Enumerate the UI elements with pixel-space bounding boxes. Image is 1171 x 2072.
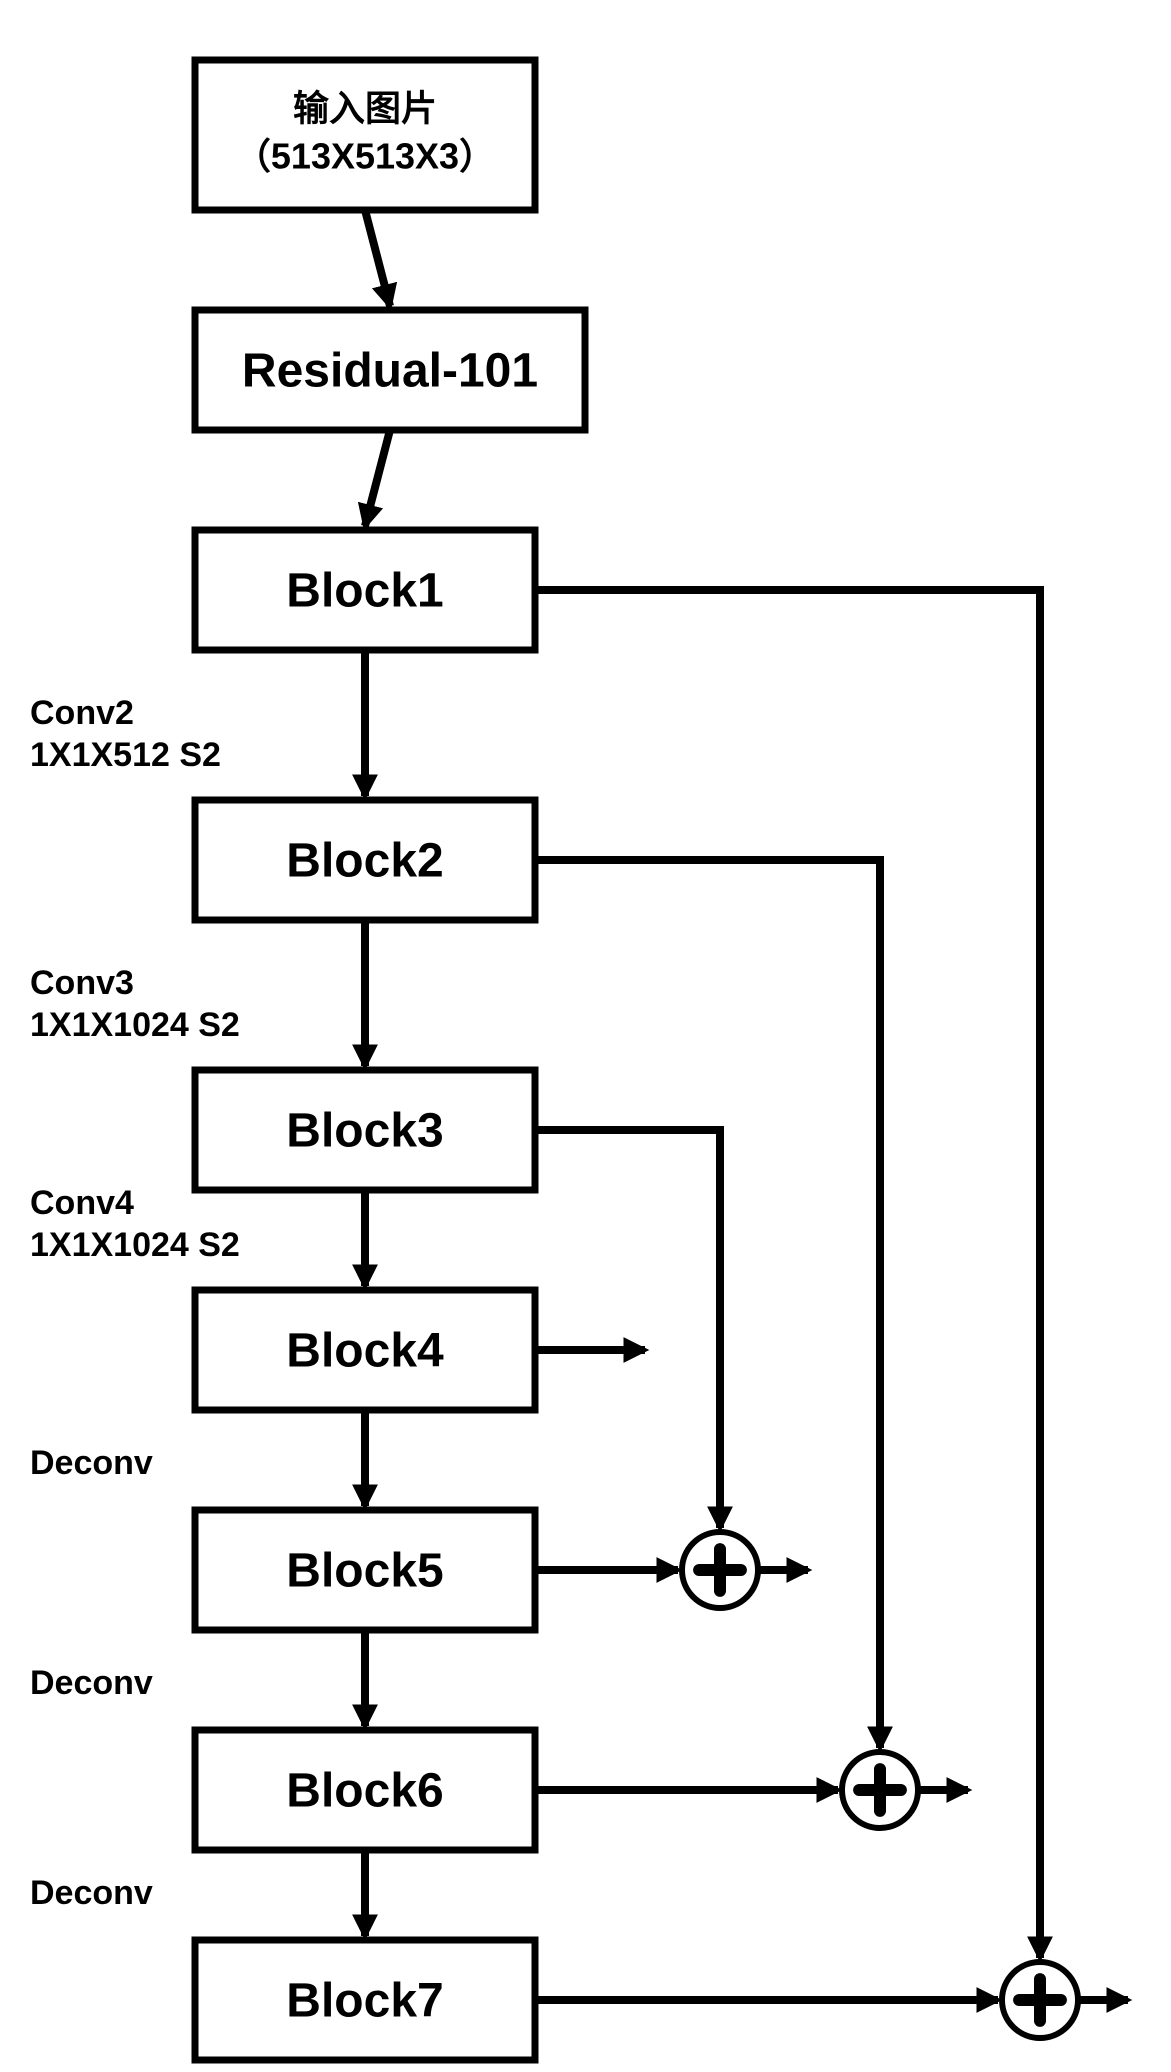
node-block2-label: Block2 [286,835,443,888]
arrow-input-to-residual [365,210,390,306]
label-conv4-2: 1X1X1024 S2 [30,1226,240,1264]
node-input-label2: （513X513X3） [235,136,495,177]
label-conv4-1: Conv4 [30,1184,134,1222]
label-deconv3-1: Deconv [30,1874,153,1912]
node-block6-label: Block6 [286,1765,443,1818]
label-deconv2-1: Deconv [30,1664,153,1702]
node-residual-label: Residual-101 [242,345,538,398]
skip-block3-to-s5 [535,1130,720,1528]
label-conv3-2: 1X1X1024 S2 [30,1006,240,1044]
node-block5-label: Block5 [286,1545,443,1598]
skip-block1-to-s7 [535,590,1040,1958]
label-deconv1-1: Deconv [30,1444,153,1482]
skip-block2-to-s6 [535,860,880,1748]
node-block4-label: Block4 [286,1325,444,1378]
node-block1-label: Block1 [286,565,443,618]
node-input-label1: 输入图片 [293,88,437,129]
node-block3-label: Block3 [286,1105,443,1158]
label-conv3-1: Conv3 [30,964,134,1002]
label-conv2-2: 1X1X512 S2 [30,736,221,774]
arrow-residual-to-block1 [365,430,390,526]
node-block7-label: Block7 [286,1975,443,2028]
network-diagram: 输入图片 （513X513X3） Residual-101 Block1 Block2 B… [0,0,1171,2072]
label-conv2-1: Conv2 [30,694,134,732]
